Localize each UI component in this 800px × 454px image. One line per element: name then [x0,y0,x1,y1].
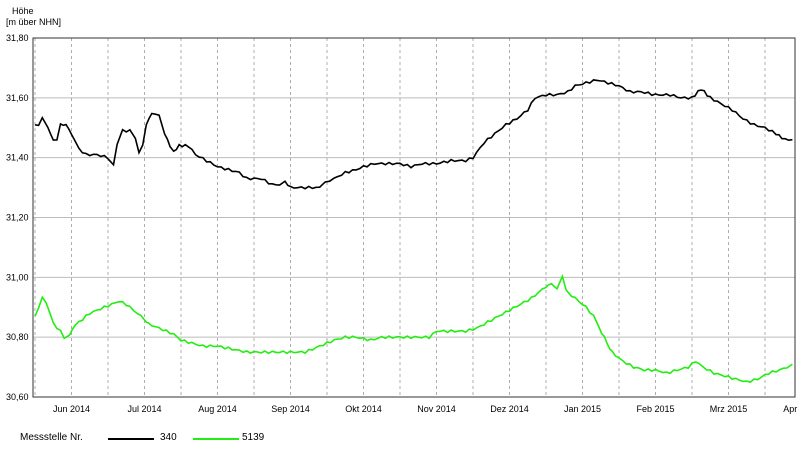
plot-frame [32,37,796,398]
x-tick-label: Aug 2014 [198,404,237,414]
y-tick-label: 31,80 [6,33,29,43]
x-tick-label: Nov 2014 [417,404,456,414]
legend-swatch-340 [108,438,154,440]
legend-title: Messstelle Nr. [20,432,83,443]
legend-swatch-5139 [193,438,239,440]
y-axis-title: Höhe [m über NHN] [6,6,61,28]
x-tick-label: Sep 2014 [271,404,310,414]
x-tick-label: Jun 2014 [53,404,90,414]
y-tick-label: 31,00 [6,272,29,282]
x-tick-label: Apr 2015 [783,404,800,414]
x-tick-label: Feb 2015 [636,404,674,414]
y-tick-label: 31,40 [6,153,29,163]
series-line-340 [34,79,793,190]
y-axis-title-line1: Höhe [12,6,34,16]
x-tick-label: Jul 2014 [127,404,161,414]
legend-label-340: 340 [160,432,177,443]
grid [33,37,795,398]
legend-label-5139: 5139 [242,432,265,443]
y-axis-title-line2: [m über NHN] [6,17,62,27]
series-lines [34,79,793,384]
legend: Messstelle Nr. 340 5139 [0,424,800,454]
y-tick-label: 31,20 [6,213,29,223]
series-line-5139 [34,273,793,384]
x-tick-label: Mrz 2015 [710,404,748,414]
x-tick-label: Okt 2014 [345,404,382,414]
y-tick-label: 31,60 [6,93,29,103]
x-tick-label: Dez 2014 [490,404,529,414]
x-tick-label: Jan 2015 [564,404,601,414]
y-tick-label: 30,80 [6,332,29,342]
y-tick-label: 30,60 [6,392,29,402]
y-axis: 30,60 30,80 31,00 31,20 31,40 31,60 31,80 [6,33,29,402]
x-axis: Jun 2014 Jul 2014 Aug 2014 Sep 2014 Okt 2014… [53,404,800,414]
